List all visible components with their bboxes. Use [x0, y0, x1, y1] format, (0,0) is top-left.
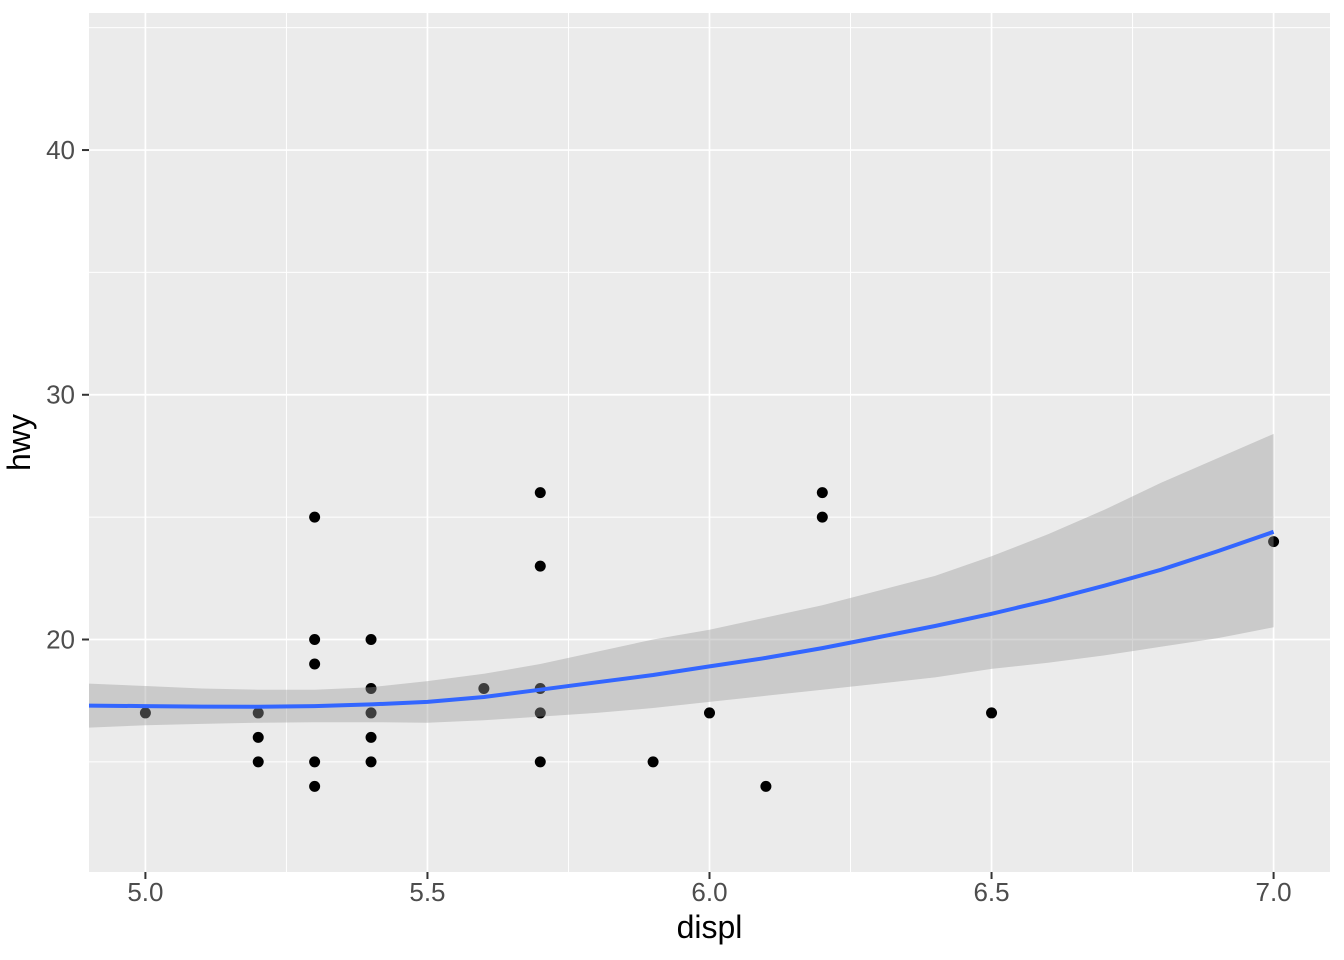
data-point [252, 707, 264, 719]
x-tick-label: 5.0 [127, 877, 163, 907]
x-tick-label: 5.5 [409, 877, 445, 907]
data-point [365, 682, 377, 694]
x-axis-title: displ [677, 909, 743, 945]
data-point [365, 756, 377, 768]
axis-layer: 5.0 5.5 6.0 6.5 7.0 20 30 40 [46, 135, 1292, 907]
x-tick-label: 6.0 [691, 877, 727, 907]
x-tick-label: 7.0 [1256, 877, 1292, 907]
data-point [252, 756, 264, 768]
data-point [365, 707, 377, 719]
data-point [252, 731, 264, 743]
confidence-ribbon [89, 433, 1274, 728]
data-point [139, 707, 151, 719]
data-point [365, 731, 377, 743]
grid-layer [89, 13, 1330, 872]
data-point [534, 707, 546, 719]
y-axis-title: hwy [1, 414, 37, 471]
data-point [534, 560, 546, 572]
x-tick-label: 6.5 [973, 877, 1009, 907]
data-point [309, 756, 321, 768]
data-point [647, 756, 659, 768]
data-point [534, 487, 546, 499]
data-point [760, 780, 772, 792]
data-point [309, 634, 321, 646]
data-point [816, 511, 828, 523]
data-point [816, 487, 828, 499]
y-tick-label: 40 [46, 135, 75, 165]
smooth-line [88, 529, 1275, 709]
data-point [478, 682, 490, 694]
data-point [704, 707, 715, 719]
y-tick-label: 30 [46, 380, 75, 410]
y-tick-label: 20 [46, 624, 75, 654]
data-point [309, 511, 321, 523]
data-point [365, 634, 377, 646]
data-point [534, 756, 546, 768]
data-point [1268, 536, 1280, 548]
data-point [986, 707, 998, 719]
data-point [309, 658, 321, 670]
points-layer [139, 487, 1280, 792]
smooth-layer [88, 433, 1275, 728]
data-point [309, 780, 321, 792]
